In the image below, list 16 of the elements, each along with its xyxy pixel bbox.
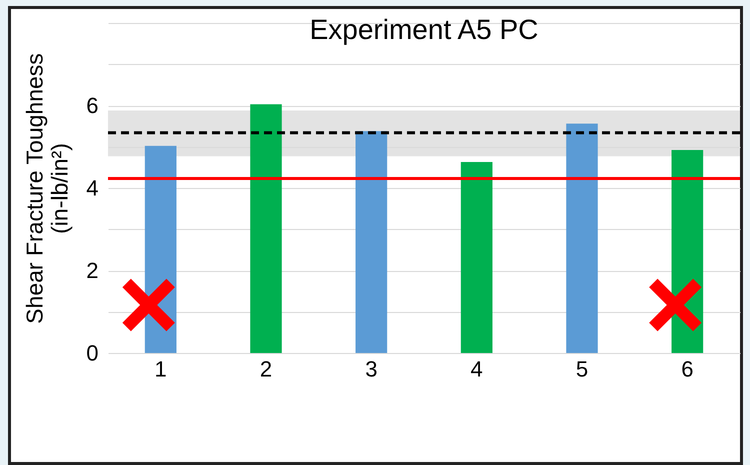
bar xyxy=(250,104,282,353)
y-tick-label: 0 xyxy=(86,340,98,366)
x-tick-label: 2 xyxy=(260,356,272,382)
y-tick-label: 6 xyxy=(86,93,98,118)
x-tick-label: 4 xyxy=(470,356,483,382)
bar xyxy=(566,124,598,353)
bar xyxy=(356,131,388,353)
chart-title: Experiment A5 PC xyxy=(310,14,538,45)
bar xyxy=(460,162,492,353)
y-tick-label: 4 xyxy=(86,176,98,200)
x-tick-label: 5 xyxy=(576,356,588,382)
x-tick-label: 1 xyxy=(154,356,167,382)
y-axis-title: Shear Fracture Toughness (in-lb/in²) xyxy=(21,53,72,324)
y-tick-label: 2 xyxy=(86,258,98,283)
x-tick-label: 6 xyxy=(681,356,694,382)
x-tick-label: 3 xyxy=(365,356,378,382)
